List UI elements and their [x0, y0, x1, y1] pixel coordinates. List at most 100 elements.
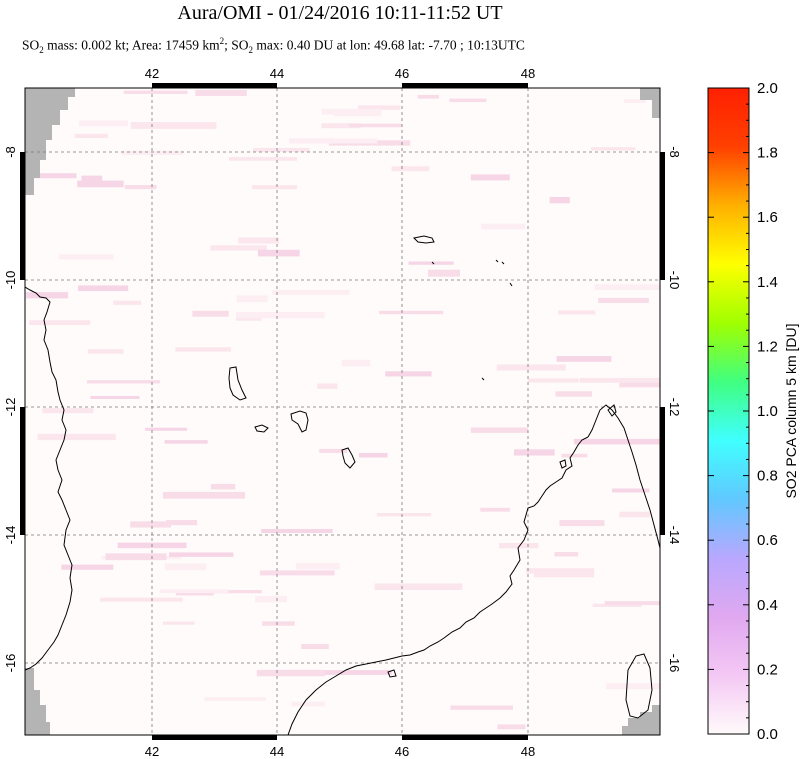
frame-bar-right-2 [660, 407, 665, 535]
so2-streak [579, 377, 660, 383]
no-data-upper-right [640, 88, 660, 118]
colorbar-tick-label: 1.2 [757, 338, 778, 355]
lat-label-right-10: -10 [667, 271, 682, 290]
so2-streak [123, 90, 188, 94]
so2-streak [481, 223, 526, 230]
so2-streak [497, 724, 526, 730]
so2-streak [573, 438, 660, 445]
no-data-upper-left [25, 88, 75, 195]
so2-streak [317, 383, 338, 389]
so2-streak [33, 173, 77, 179]
so2-streak [374, 583, 463, 590]
so2-streak [210, 483, 236, 490]
frame-bar-bottom-2 [402, 735, 528, 740]
so2-streak [417, 94, 439, 99]
frame-bar-bottom-1 [152, 735, 277, 740]
so2-streak [561, 453, 588, 458]
so2-streak [594, 284, 660, 290]
so2-streak [598, 297, 649, 303]
lon-label-bottom-48: 48 [521, 744, 535, 759]
so2-streak [554, 551, 579, 557]
colorbar-tick-label: 0.2 [757, 661, 778, 678]
so2-streak [100, 597, 183, 602]
so2-subscript: 2 [39, 45, 44, 56]
so2-streak [26, 292, 69, 299]
colorbar-tick-label: 0.4 [757, 597, 778, 614]
so2-label: SO [22, 37, 40, 53]
so2-streak [162, 621, 195, 625]
so2-streak [499, 542, 539, 549]
so2-streak [358, 452, 388, 458]
so2-streak [391, 166, 430, 172]
colorbar-tick-label: 1.8 [757, 145, 778, 162]
coast-mayotte [341, 447, 356, 469]
so2-streak [321, 123, 361, 129]
no-data-regions [25, 88, 660, 735]
so2-streak [557, 310, 596, 315]
map-panel: 42 44 46 48 42 44 46 48 -8 -10 -12 -14 -… [3, 66, 682, 759]
so2-streak [90, 395, 140, 399]
so2-max-text: max: 0.40 DU at lon: 49.68 lat: -7.70 ; … [253, 37, 525, 53]
so2-streak [376, 512, 432, 517]
frame-bar-top-2 [402, 83, 528, 88]
so2-streak [210, 245, 267, 251]
so2-streak [449, 98, 487, 103]
so2-streak [606, 683, 660, 690]
so2-streak [526, 568, 595, 574]
so2-streak [321, 108, 382, 115]
so2-streak [169, 552, 234, 557]
lat-label-left-10: -10 [3, 271, 18, 290]
so2-streak [619, 511, 651, 518]
so2-streak [612, 488, 650, 493]
so2-faint-streaks [26, 90, 660, 730]
so2-streak [166, 520, 198, 526]
so2-streak [42, 408, 94, 414]
lon-labels: 42 44 46 48 42 44 46 48 [145, 66, 535, 759]
so2-streak [408, 261, 454, 265]
so2-streak [238, 237, 280, 244]
so2-streak [319, 448, 348, 453]
so2-streak [59, 254, 114, 260]
lat-label-left-8: -8 [3, 146, 18, 158]
so2-streak [555, 391, 592, 397]
so2-streak [261, 528, 333, 534]
so2-streak [236, 311, 325, 319]
coast-aldabra [412, 235, 435, 244]
frame-bar-left-1 [20, 152, 25, 280]
coast-cosmoledo-islets [495, 259, 505, 265]
so2-streak [192, 310, 229, 317]
so2-streak [604, 601, 660, 606]
coast-madagascar-west [287, 436, 589, 735]
so2-streak [259, 570, 335, 576]
so2-streak [204, 697, 266, 701]
coast-astove [509, 282, 513, 287]
so2-streak [251, 185, 298, 190]
so2-streak [470, 427, 528, 433]
so2-streak [74, 133, 108, 138]
so2-max-label: ; SO [224, 37, 249, 53]
so2-streak [130, 521, 171, 528]
colorbar-tick-label: 1.4 [757, 274, 778, 291]
map-subtitle: SO2 mass: 0.002 kt; Area: 17459 km2; SO2… [22, 36, 525, 55]
so2-streak [87, 349, 124, 354]
so2-streak [257, 249, 300, 257]
no-data-lower-left [25, 668, 50, 735]
lat-label-left-16: -16 [3, 654, 18, 673]
so2-streak [77, 285, 129, 292]
colorbar-tick-label: 1.0 [757, 403, 778, 420]
so2-streak [164, 563, 207, 571]
frame-bar-right-1 [660, 152, 665, 280]
colorbar-tick-label: 0.6 [757, 532, 778, 549]
so2-streak [379, 310, 444, 315]
so2-streak [236, 295, 268, 303]
colorbar: 2.0 1.8 1.6 1.4 1.2 1.0 0.8 0.6 0.4 0.2 0.0 SO2 PC… [707, 80, 799, 743]
so2-streak [162, 491, 246, 499]
so2-streak [357, 105, 401, 110]
so2-streak [61, 564, 114, 570]
so2-streak [324, 670, 392, 675]
so2-streak [619, 382, 660, 388]
lat-label-right-14: -14 [667, 526, 682, 545]
lat-labels: -8 -10 -12 -14 -16 -8 -10 -12 -14 -16 [3, 146, 682, 672]
so2-streak [534, 570, 594, 578]
so2-streak [255, 596, 287, 603]
